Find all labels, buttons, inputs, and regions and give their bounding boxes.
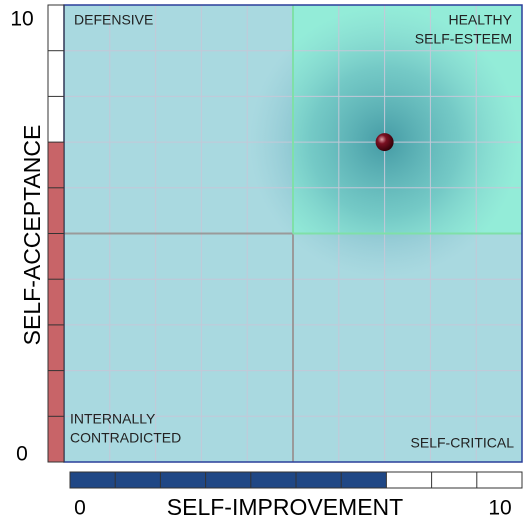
quadrant-label: DEFENSIVE [74, 12, 153, 28]
x-tick-label: 0 [74, 497, 86, 520]
y-bar-fill [48, 142, 64, 462]
quadrant-label: SELF-ESTEEM [415, 31, 512, 47]
x-bar-frame [69, 471, 523, 489]
plot-layer: DEFENSIVE HEALTHY SELF-ESTEEM INTERNALLY CON… [47, 4, 523, 489]
quadrant-label: HEALTHY [448, 12, 512, 28]
y-axis-label: SELF-ACCEPTANCE [19, 125, 45, 346]
quadrant-label: SELF-CRITICAL [411, 435, 515, 451]
y-bar-frame [47, 4, 65, 463]
x-bar-fill [70, 472, 387, 488]
quadrant-label: INTERNALLY [70, 411, 156, 427]
x-axis-label: SELF-IMPROVEMENT [167, 494, 403, 520]
data-point [375, 133, 394, 152]
y-tick-label: 10 [10, 8, 33, 31]
quadrant-label: CONTRADICTED [70, 430, 181, 446]
x-tick-label: 10 [488, 497, 511, 520]
y-tick-label: 0 [16, 443, 28, 466]
